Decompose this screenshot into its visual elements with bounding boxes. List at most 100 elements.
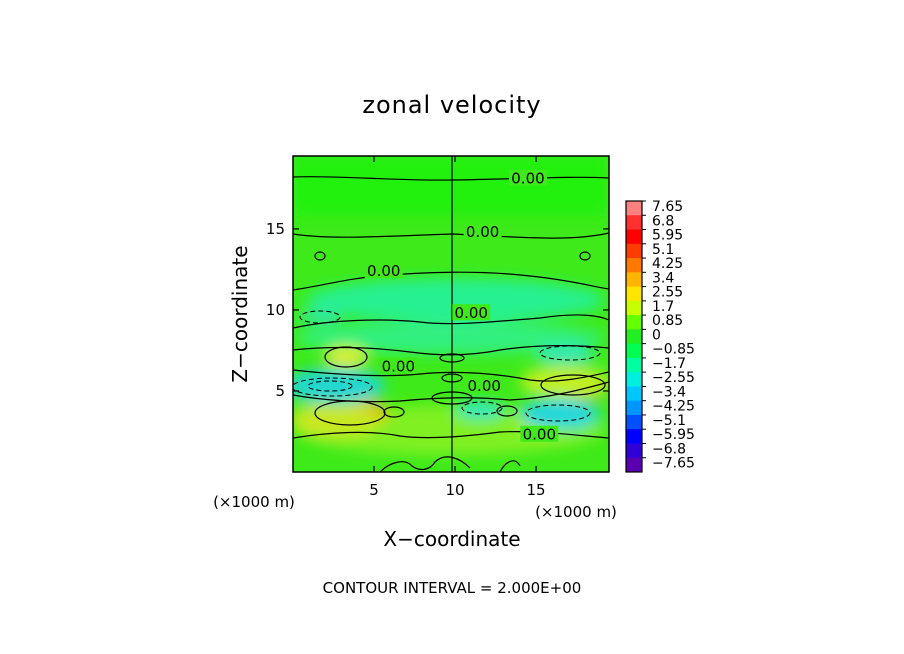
lobe-cyan-upperleft <box>298 310 342 324</box>
contour-label: 0.00 <box>511 170 544 188</box>
colorbar-swatch <box>626 315 642 330</box>
contour-label: 0.00 <box>382 358 415 376</box>
colorbar-label: −6.8 <box>652 441 686 457</box>
colorbar-label: −7.65 <box>652 456 695 472</box>
colorbar-label: −5.95 <box>652 427 695 443</box>
contour-label-bg <box>364 262 403 279</box>
colorbar-label: 5.1 <box>652 242 674 258</box>
contour-closed <box>324 346 368 368</box>
contour-label-bg <box>379 357 418 374</box>
field-blobs <box>293 156 609 455</box>
colorbar-swatch <box>626 329 642 345</box>
contour-negative <box>293 377 373 397</box>
colorbar-label: 5.95 <box>652 228 683 244</box>
colorbar-label: −2.55 <box>652 370 695 386</box>
contour-interval-note: CONTOUR INTERVAL = 2.000E+00 <box>323 579 582 597</box>
lobe-yellow-right <box>520 366 609 398</box>
lobe-cyan-center <box>455 401 505 419</box>
contour-closed <box>540 374 606 396</box>
contour-label: 0.00 <box>466 223 499 241</box>
lobe-yellow-left <box>324 346 368 368</box>
x-tick-label: 15 <box>527 481 546 499</box>
contour-negative <box>299 310 341 324</box>
colorbar: 7.656.85.955.14.253.42.551.70.850−0.85−1… <box>625 199 695 473</box>
colorbar-swatch <box>626 414 642 430</box>
colorbar-swatch <box>626 286 642 302</box>
colorbar-swatch <box>626 386 642 402</box>
contour-negative <box>461 401 503 415</box>
lobe-cyan-right <box>520 398 600 430</box>
plot-frame <box>292 155 610 473</box>
contour-closed <box>314 251 326 261</box>
y-tick-label: 10 <box>266 301 285 319</box>
colorbar-swatch <box>626 201 642 216</box>
contour-label: 0.00 <box>455 304 488 322</box>
colorbar-label: 0 <box>652 327 661 343</box>
colorbar-label: 2.55 <box>652 285 683 301</box>
colorbar-label: 3.4 <box>652 270 674 286</box>
contour-label-bg <box>463 223 502 240</box>
contour-label-bg <box>452 304 491 321</box>
band-mid-cool <box>305 278 605 322</box>
contour-negative <box>307 380 353 392</box>
contour-line <box>293 431 609 439</box>
y-tick-label: 5 <box>275 382 285 400</box>
y-tick-label: 15 <box>266 220 285 238</box>
colorbar-swatch <box>626 443 642 459</box>
colorbar-label: 4.25 <box>652 256 683 272</box>
colorbar-swatch <box>626 243 642 259</box>
x-axis: 5 10 15 <box>369 156 546 499</box>
chart-title: zonal velocity <box>362 91 541 119</box>
contour-negative <box>539 345 601 361</box>
x-axis-title: X−coordinate <box>383 527 520 551</box>
colorbar-swatch <box>626 258 642 273</box>
colorbar-swatch <box>626 457 642 473</box>
lobe-yellow-left2 <box>293 402 380 438</box>
colorbar-swatch <box>626 300 642 316</box>
x-tick-label: 5 <box>369 481 379 499</box>
colorbar-label: 6.8 <box>652 213 674 229</box>
contour-label: 0.00 <box>367 262 400 280</box>
band-upper <box>293 156 609 216</box>
contour-label-bg <box>465 377 504 394</box>
contour-line <box>499 460 521 472</box>
x-tick-label: 10 <box>446 481 465 499</box>
contour-line <box>293 381 609 403</box>
contour-line <box>293 271 609 291</box>
contour-label: 0.00 <box>468 377 501 395</box>
colorbar-swatch <box>626 272 642 288</box>
contour-label-bg <box>520 425 559 442</box>
colorbar-label: 7.65 <box>652 199 683 215</box>
colorbar-label: 1.7 <box>652 299 674 315</box>
y-axis-title: Z−coordinate <box>228 245 252 382</box>
colorbar-label: −0.85 <box>652 342 695 358</box>
colorbar-frame <box>625 200 643 473</box>
band-mid-cool2 <box>295 322 605 354</box>
contour-negative <box>525 404 591 422</box>
colorbar-label: −5.1 <box>652 413 686 429</box>
contour-closed <box>579 251 591 261</box>
contour-line <box>293 369 609 382</box>
contour-labels: 0.00 0.00 0.00 0.00 0.00 0.00 0.00 <box>364 169 559 444</box>
contour-label: 0.00 <box>523 426 556 444</box>
contours-negative <box>293 310 601 422</box>
x-unit-right: (×1000 m) <box>535 503 617 521</box>
colorbar-swatch <box>626 343 642 359</box>
contours <box>293 156 609 472</box>
colorbar-swatch <box>626 400 642 416</box>
contour-closed <box>314 400 386 426</box>
y-axis: 5 10 15 <box>266 220 609 400</box>
contour-closed <box>383 406 405 418</box>
lobe-cyan-mid <box>535 345 595 365</box>
colorbar-swatch <box>626 372 642 387</box>
contour-closed <box>496 405 518 417</box>
colorbar-swatch <box>626 215 642 231</box>
colorbar-swatch <box>626 229 642 245</box>
colorbar-swatch <box>626 357 642 373</box>
colorbar-swatch <box>626 429 642 444</box>
colorbar-label: 0.85 <box>652 313 683 329</box>
colorbar-label: −4.25 <box>652 399 695 415</box>
colorbar-label: −1.7 <box>652 356 686 372</box>
x-unit-left: (×1000 m) <box>213 493 295 511</box>
